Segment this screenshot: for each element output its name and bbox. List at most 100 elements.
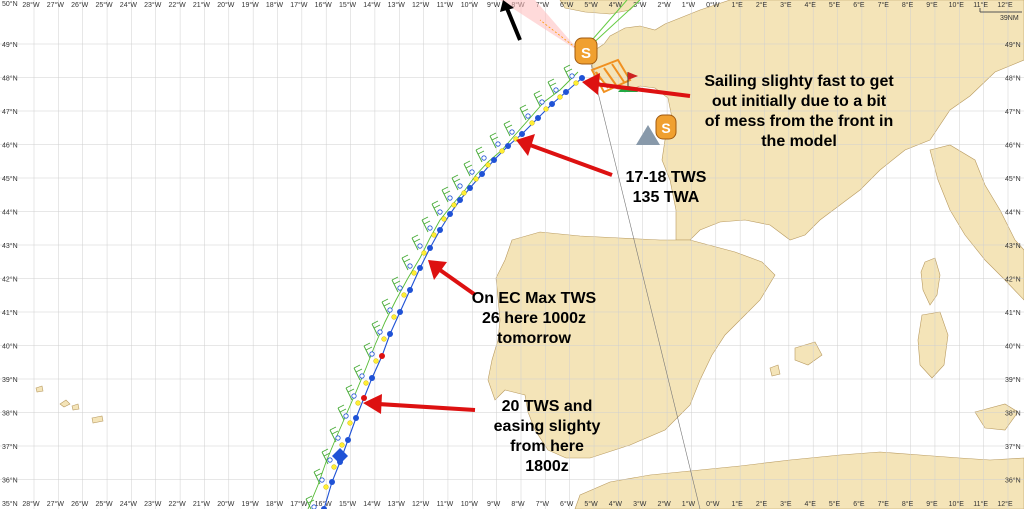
yellow-waypoint-dot[interactable] bbox=[411, 270, 417, 276]
yellow-waypoint-dot[interactable] bbox=[441, 216, 447, 222]
yellow-waypoint-dot[interactable] bbox=[431, 232, 437, 238]
longitude-label: 25°W bbox=[95, 1, 113, 9]
route-waypoint-dot[interactable] bbox=[437, 227, 443, 233]
ring-waypoint[interactable] bbox=[495, 141, 501, 147]
yellow-waypoint-dot[interactable] bbox=[391, 314, 397, 320]
ring-waypoint[interactable] bbox=[481, 155, 487, 161]
longitude-label: 4°E bbox=[805, 500, 817, 508]
yellow-waypoint-dot[interactable] bbox=[529, 120, 535, 126]
yellow-waypoint-dot[interactable] bbox=[363, 380, 369, 386]
wind-barb bbox=[563, 64, 573, 81]
longitude-label: 18°W bbox=[266, 500, 284, 508]
route-waypoint-dot[interactable] bbox=[361, 395, 367, 401]
land-azores bbox=[35, 385, 104, 424]
ring-waypoint[interactable] bbox=[553, 87, 559, 93]
route-waypoint-dot[interactable] bbox=[379, 353, 385, 359]
longitude-label: 12°W bbox=[412, 1, 430, 9]
route-waypoint-dot[interactable] bbox=[549, 101, 555, 107]
longitude-label: 1°W bbox=[682, 1, 696, 9]
yellow-waypoint-dot[interactable] bbox=[381, 336, 387, 342]
ring-waypoint[interactable] bbox=[387, 307, 393, 313]
route-diamond-marker[interactable] bbox=[332, 448, 348, 464]
longitude-label: 0°W bbox=[706, 500, 720, 508]
ring-waypoint[interactable] bbox=[369, 351, 375, 357]
yellow-waypoint-dot[interactable] bbox=[543, 106, 549, 112]
yellow-waypoint-dot[interactable] bbox=[355, 400, 361, 406]
boat-waypoint-icon-2[interactable]: S bbox=[636, 114, 677, 145]
yellow-waypoint-dot[interactable] bbox=[421, 250, 427, 256]
longitude-label: 2°W bbox=[657, 500, 671, 508]
yellow-waypoint-dot[interactable] bbox=[461, 190, 467, 196]
ring-waypoint[interactable] bbox=[569, 73, 575, 79]
ring-waypoint[interactable] bbox=[457, 183, 463, 189]
ring-waypoint[interactable] bbox=[343, 413, 349, 419]
ring-waypoint[interactable] bbox=[359, 373, 365, 379]
route-waypoint-dot[interactable] bbox=[519, 131, 525, 137]
yellow-waypoint-dot[interactable] bbox=[557, 94, 563, 100]
longitude-label: 1°E bbox=[731, 500, 743, 508]
route-waypoint-dot[interactable] bbox=[427, 245, 433, 251]
route-waypoint-dot[interactable] bbox=[467, 185, 473, 191]
ring-waypoint[interactable] bbox=[427, 225, 433, 231]
yellow-waypoint-dot[interactable] bbox=[373, 358, 379, 364]
ring-waypoint[interactable] bbox=[351, 393, 357, 399]
longitude-label: 2°W bbox=[657, 1, 671, 9]
route-waypoint-dot[interactable] bbox=[369, 375, 375, 381]
longitude-label: 13°W bbox=[388, 1, 406, 9]
longitude-label: 24°W bbox=[120, 500, 138, 508]
route-waypoint-dot[interactable] bbox=[579, 75, 585, 81]
yellow-waypoint-dot[interactable] bbox=[485, 162, 491, 168]
route-waypoint-dot[interactable] bbox=[321, 506, 327, 509]
annotation-ecmax-line-1: On EC Max TWS bbox=[472, 290, 597, 307]
route-waypoint-dot[interactable] bbox=[353, 415, 359, 421]
latitude-label: 46°N bbox=[1005, 142, 1021, 150]
ring-waypoint[interactable] bbox=[469, 169, 475, 175]
ring-waypoint[interactable] bbox=[327, 457, 333, 463]
wind-barb bbox=[463, 160, 473, 177]
yellow-waypoint-dot[interactable] bbox=[473, 176, 479, 182]
yellow-waypoint-dot[interactable] bbox=[339, 442, 345, 448]
yellow-waypoint-dot[interactable] bbox=[347, 420, 353, 426]
ring-waypoint[interactable] bbox=[525, 113, 531, 119]
ring-waypoint[interactable] bbox=[509, 129, 515, 135]
route-waypoint-dot[interactable] bbox=[417, 265, 423, 271]
boat-waypoint-icon[interactable]: S bbox=[574, 37, 598, 65]
yellow-waypoint-dot[interactable] bbox=[573, 80, 579, 86]
ring-waypoint[interactable] bbox=[377, 329, 383, 335]
latitude-label: 46°N bbox=[2, 142, 18, 150]
yellow-waypoint-dot[interactable] bbox=[451, 202, 457, 208]
yellow-waypoint-dot[interactable] bbox=[331, 464, 337, 470]
ring-waypoint[interactable] bbox=[417, 243, 423, 249]
ring-waypoint[interactable] bbox=[335, 435, 341, 441]
longitude-label: 1°W bbox=[682, 500, 696, 508]
ring-waypoint[interactable] bbox=[437, 209, 443, 215]
route-waypoint-dot[interactable] bbox=[407, 287, 413, 293]
longitude-label: 11°W bbox=[437, 500, 454, 508]
wind-barb bbox=[411, 234, 421, 251]
route-waypoint-dot[interactable] bbox=[479, 171, 485, 177]
alternate-route[interactable] bbox=[307, 71, 579, 509]
route-waypoint-dot[interactable] bbox=[345, 437, 351, 443]
yellow-waypoint-dot[interactable] bbox=[401, 292, 407, 298]
route-waypoint-dot[interactable] bbox=[505, 143, 511, 149]
ring-waypoint[interactable] bbox=[539, 99, 545, 105]
route-waypoint-dot[interactable] bbox=[447, 211, 453, 217]
yellow-waypoint-dot[interactable] bbox=[323, 484, 329, 490]
route-waypoint-dot[interactable] bbox=[491, 157, 497, 163]
ring-waypoint[interactable] bbox=[447, 195, 453, 201]
route-waypoint-dot[interactable] bbox=[535, 115, 541, 121]
ring-waypoint[interactable] bbox=[397, 285, 403, 291]
route-waypoint-dot[interactable] bbox=[457, 197, 463, 203]
route-waypoints[interactable] bbox=[311, 73, 585, 509]
ring-waypoint[interactable] bbox=[407, 263, 413, 269]
latitude-label: 36°N bbox=[2, 477, 18, 485]
yellow-waypoint-dot[interactable] bbox=[499, 148, 505, 154]
route-waypoint-dot[interactable] bbox=[397, 309, 403, 315]
longitude-label: 26°W bbox=[71, 1, 89, 9]
route-waypoint-dot[interactable] bbox=[387, 331, 393, 337]
route-waypoint-dot[interactable] bbox=[329, 479, 335, 485]
ring-waypoint[interactable] bbox=[311, 504, 317, 509]
ring-waypoint[interactable] bbox=[319, 477, 325, 483]
route-waypoint-dot[interactable] bbox=[563, 89, 569, 95]
